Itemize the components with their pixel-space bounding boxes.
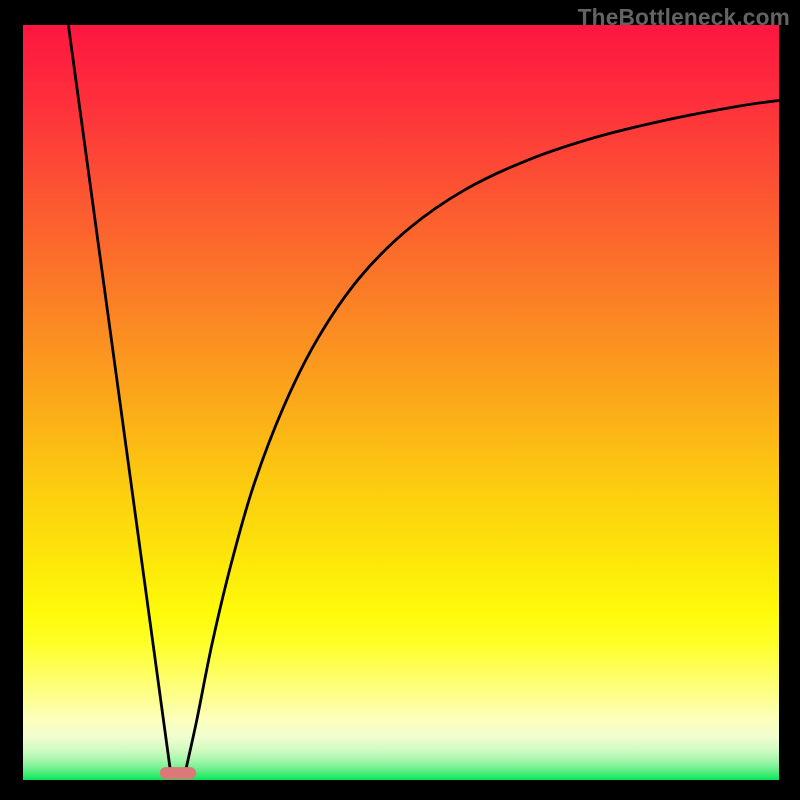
- plot-background-gradient: [23, 25, 779, 780]
- chart-svg: [0, 0, 800, 800]
- site-watermark: TheBottleneck.com: [578, 4, 790, 31]
- chart-stage: TheBottleneck.com: [0, 0, 800, 800]
- minimum-marker: [160, 767, 196, 779]
